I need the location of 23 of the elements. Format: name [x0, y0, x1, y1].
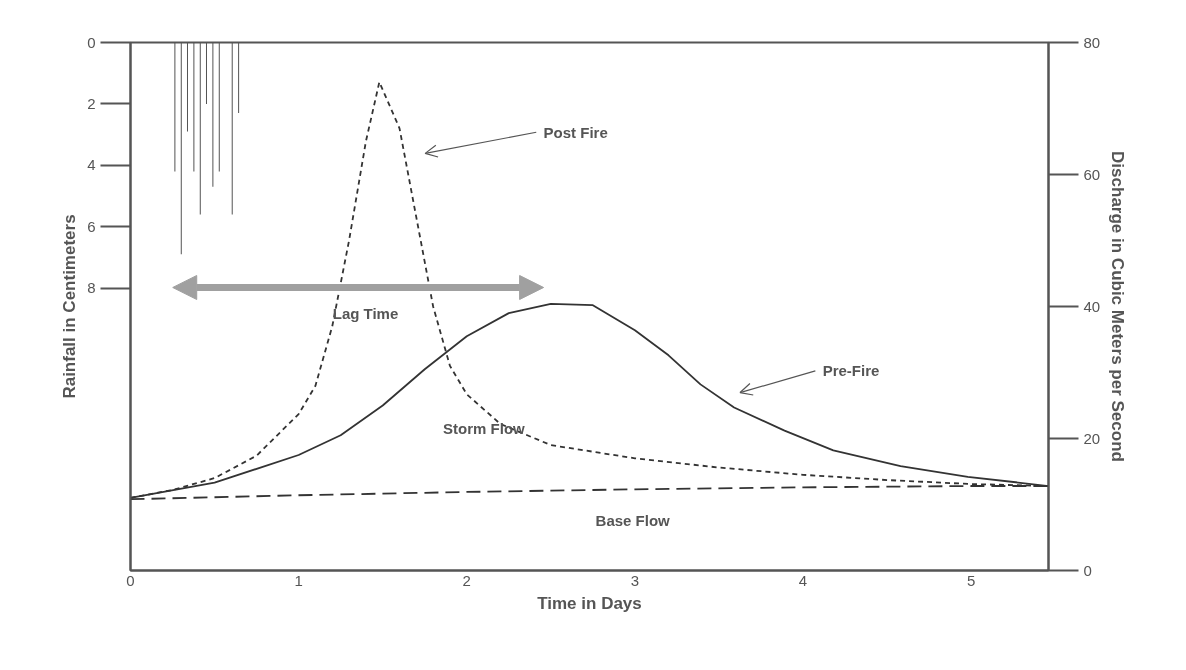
x-tick-label: 5 — [966, 571, 976, 589]
y-tick-label: 8 — [87, 279, 96, 297]
x-tick-label: 0 — [126, 571, 135, 589]
y-tick-label: 0 — [87, 33, 96, 51]
x-axis-title: Time in Days — [537, 593, 642, 613]
annotation: Pre-Fire — [822, 362, 880, 380]
y-tick-label: 4 — [87, 156, 96, 174]
y2-tick-label: 60 — [1083, 165, 1101, 183]
y2-tick-label: 80 — [1083, 33, 1101, 51]
annotation: Base Flow — [595, 511, 671, 529]
annotation: Storm Flow — [443, 420, 526, 438]
x-tick-label: 1 — [294, 571, 303, 589]
x-tick-label: 2 — [462, 571, 471, 589]
y2-axis-title: Discharge in Cubic Meters per Second — [1108, 151, 1128, 462]
annotation: Post Fire — [543, 123, 608, 141]
y2-tick-label: 40 — [1083, 297, 1101, 315]
y2-tick-label: 20 — [1083, 429, 1101, 447]
y-tick-label: 2 — [87, 94, 96, 112]
annotation: Lag Time — [332, 305, 399, 323]
y-tick-label: 6 — [87, 217, 96, 235]
x-tick-label: 3 — [630, 571, 640, 589]
y-axis-title: Rainfall in Centimeters — [60, 214, 80, 399]
x-tick-label: 4 — [798, 571, 808, 589]
